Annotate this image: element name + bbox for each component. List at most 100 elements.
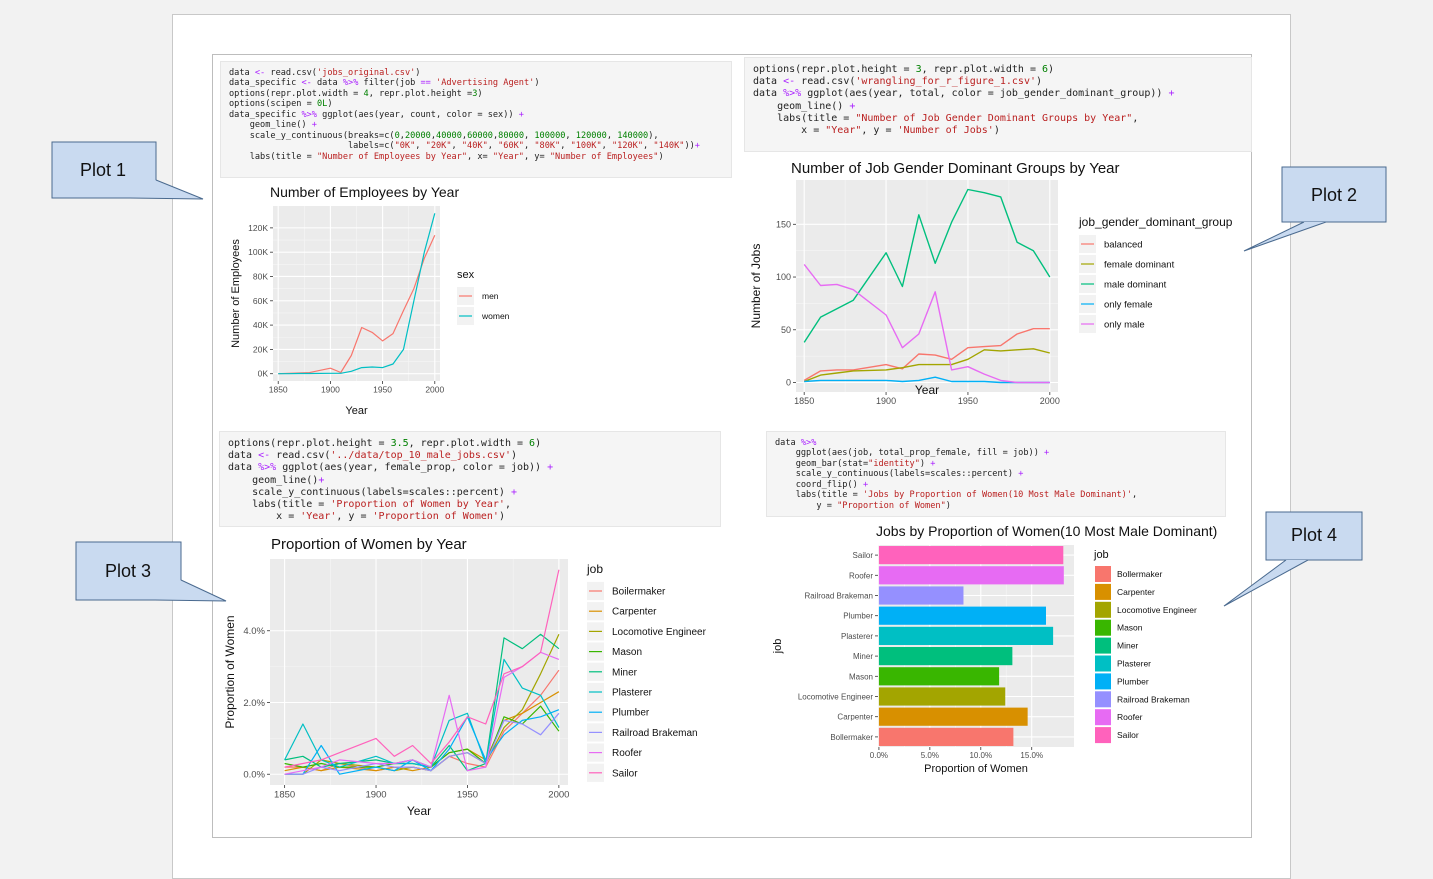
legend-label: men [482,291,499,301]
code-line: data <- read.csv('wrangling_for_r_figure… [753,76,1043,88]
legend-label: Railroad Brakeman [612,728,698,739]
code-line: options(repr.plot.width = 4, repr.plot.h… [229,88,483,99]
code-line: y = "Proportion of Women") [775,500,951,511]
callout-plot2: Plot 2 [1243,166,1387,252]
y-tick-label: Plasterer [841,632,873,641]
y-tick-label: 2.0% [243,698,265,709]
y-tick-label: 60K [253,296,268,306]
code-line: x = "Year", y = 'Number of Jobs') [753,124,1000,136]
x-tick-label: 1900 [876,396,896,406]
code-line: labels=c("0K", "20K", "40K", "60K", "80K… [229,141,700,152]
code-line: x = 'Year', y = 'Proportion of Women') [228,511,505,523]
y-tick-label: 80K [253,271,268,281]
legend-label: women [481,311,510,321]
y-tick-label: Sailor [853,551,874,560]
y-tick-label: 50 [781,325,791,335]
x-tick-label: 1950 [457,790,478,801]
y-tick-label: Plumber [843,612,873,621]
chart-title: Jobs by Proportion of Women(10 Most Male… [876,523,1217,539]
code-cell-plot2[interactable]: options(repr.plot.height = 3, repr.plot.… [744,57,1252,152]
code-line: geom_line() + [229,120,317,131]
legend-label: Roofer [1117,712,1143,722]
y-tick-label: 4.0% [243,626,265,637]
y-axis-label: Number of Employees [230,239,242,348]
legend-label: only male [1104,319,1145,330]
series-line-roofer [284,651,560,775]
x-tick-label: 1850 [794,396,814,406]
legend-label: Miner [1117,641,1138,651]
legend-title: job [586,562,603,576]
code-line: options(scipen = 0L) [229,99,333,110]
legend-key [1095,583,1111,600]
legend-label: Plasterer [612,688,653,699]
legend-label: Carpenter [1117,587,1155,597]
chart-title: Number of Job Gender Dominant Groups by … [791,160,1120,177]
y-tick-label: 100K [248,247,268,257]
x-tick-label: 5.0% [921,751,939,760]
legend-label: Mason [612,647,642,658]
legend-title: sex [457,269,475,281]
code-cell-plot3[interactable]: options(repr.plot.height = 3.5, repr.plo… [219,431,721,527]
x-axis-label: Year [915,383,939,397]
legend-label: Carpenter [612,607,657,618]
legend-label: Sailor [612,768,638,779]
series-line-male-dominant [803,188,1051,343]
code-line: data_specific <- data %>% filter(job == … [229,78,540,89]
callout-plot4: Plot 4 [1223,511,1363,607]
legend-label: balanced [1104,239,1143,250]
series-line-sailor [284,569,560,768]
y-tick-label: 0 [786,378,791,388]
y-tick-label: Carpenter [837,713,873,722]
legend-label: Plumber [1117,676,1149,686]
x-tick-label: 1850 [269,385,288,395]
legend-label: Locomotive Engineer [612,627,707,638]
y-tick-label: 0.0% [243,770,265,781]
code-line: data <- read.csv('../data/top_10_male_jo… [228,450,518,462]
x-axis-label: Year [345,405,368,417]
code-line: labs(title = "Number of Employees by Yea… [229,151,664,162]
code-line: data_specific %>% ggplot(aes(year, count… [229,109,524,120]
x-tick-label: 0.0% [870,751,888,760]
x-tick-label: 1950 [958,396,978,406]
callout-plot1: Plot 1 [51,141,204,200]
bar-railroad-brakeman [878,586,964,605]
code-line: scale_y_continuous(breaks=c(0,20000,4000… [229,130,659,141]
legend-label: Roofer [612,748,643,759]
legend-label: male dominant [1104,279,1167,290]
legend-label: Railroad Brakeman [1117,694,1190,704]
plot1-employees-by-year: Number of Employees by Year 1850 1900 1950 2… [230,184,510,417]
bar-carpenter [878,707,1028,726]
y-tick-label: 150 [776,219,791,229]
y-tick-label: Locomotive Engineer [798,693,873,702]
x-tick-label: 2000 [1040,396,1060,406]
callout-plot3: Plot 3 [75,541,227,602]
series-line-women [278,213,436,375]
legend-label: Boilermaker [612,587,666,598]
y-axis-label: job [772,639,784,655]
x-tick-label: 2000 [425,385,444,395]
legend-label: Mason [1117,623,1143,633]
bar-sailor [878,546,1064,565]
chart-title: Number of Employees by Year [270,184,459,200]
code-cell-plot1[interactable]: data <- read.csv('jobs_original.csv') dat… [220,61,732,178]
code-line: data <- read.csv('jobs_original.csv') [229,68,421,78]
code-line: data %>% [775,438,817,448]
code-line: scale_y_continuous(labels=scales::percen… [228,486,517,498]
code-cell-plot4[interactable]: data %>% ggplot(aes(job, total_prop_fema… [766,431,1226,517]
legend-label: Plumber [612,708,650,719]
legend-label: Locomotive Engineer [1117,605,1197,615]
x-tick-label: 1900 [321,385,340,395]
x-tick-label: 1950 [373,385,392,395]
chart-title: Proportion of Women by Year [271,536,467,553]
callout-label: Plot 3 [105,561,151,581]
bar-plasterer [878,626,1054,645]
y-tick-label: 20K [253,344,268,354]
legend-title: job [1093,549,1109,561]
y-axis-label: Proportion of Women [223,615,237,728]
series-line-female-dominant [803,348,1050,383]
x-tick-label: 1850 [274,790,295,801]
legend-label: female dominant [1104,259,1175,270]
code-line: scale_y_continuous(labels=scales::percen… [775,469,1024,480]
y-tick-label: Bollermaker [830,733,873,742]
code-line: options(repr.plot.height = 3.5, repr.plo… [228,438,542,449]
